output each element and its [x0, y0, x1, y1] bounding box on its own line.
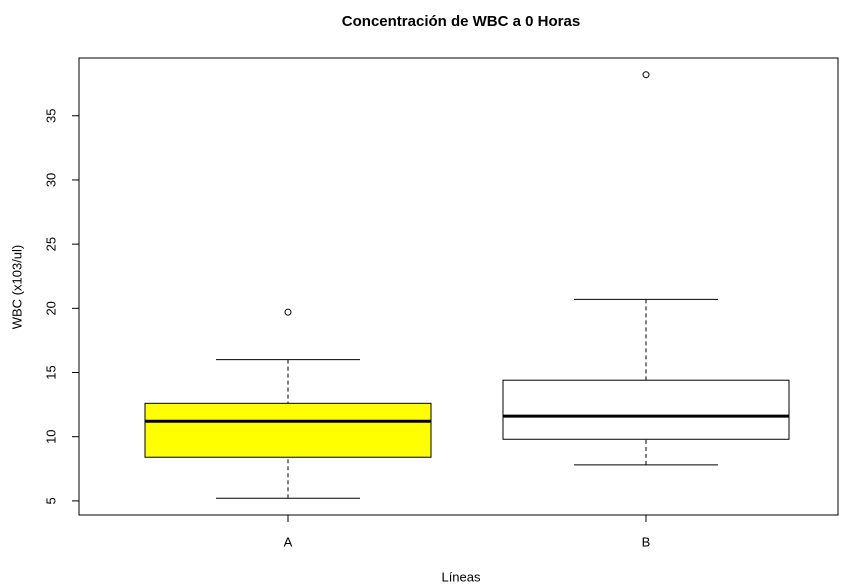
x-tick-label: A	[284, 534, 293, 549]
y-axis-label: WBC (x103/ul)	[9, 245, 24, 330]
box	[144, 402, 432, 458]
y-tick-label: 10	[43, 429, 58, 443]
x-axis-label: Líneas	[441, 569, 481, 584]
y-tick-label: 5	[43, 497, 58, 504]
y-tick-label: 30	[43, 173, 58, 187]
x-tick-label: B	[642, 534, 651, 549]
y-tick-label: 15	[43, 365, 58, 379]
y-tick-label: 25	[43, 237, 58, 251]
plot-frame	[78, 57, 839, 516]
y-tick-label: 20	[43, 301, 58, 315]
y-tick-label: 35	[43, 109, 58, 123]
outlier	[642, 71, 650, 79]
chart-title: Concentración de WBC a 0 Horas	[342, 13, 580, 30]
outlier	[284, 308, 292, 316]
box	[502, 379, 790, 440]
